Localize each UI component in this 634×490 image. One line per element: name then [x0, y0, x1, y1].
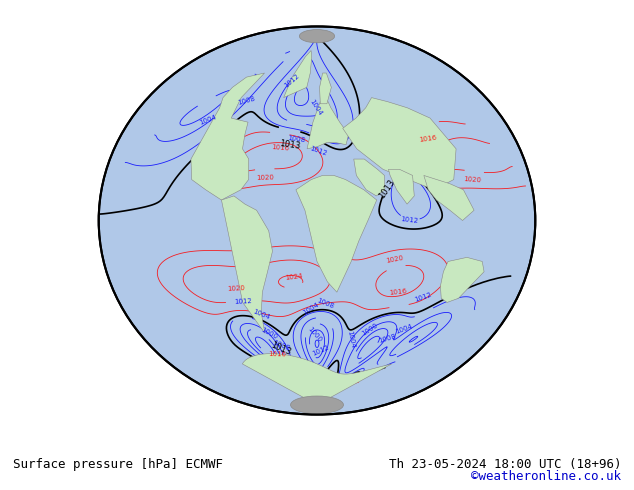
- Polygon shape: [191, 73, 264, 200]
- Polygon shape: [296, 175, 377, 292]
- Text: 1000: 1000: [260, 326, 279, 340]
- Text: 1016: 1016: [389, 288, 408, 296]
- Text: 1008: 1008: [316, 297, 335, 309]
- Text: 1012: 1012: [234, 298, 252, 305]
- Text: 1020: 1020: [228, 285, 245, 292]
- Text: ©weatheronline.co.uk: ©weatheronline.co.uk: [471, 469, 621, 483]
- Text: 1016: 1016: [268, 351, 286, 357]
- Text: 1013: 1013: [269, 341, 293, 357]
- Text: 1020: 1020: [463, 176, 482, 183]
- Text: 1004: 1004: [346, 330, 356, 349]
- Polygon shape: [283, 50, 312, 98]
- Text: 1012: 1012: [283, 73, 301, 89]
- Polygon shape: [343, 98, 456, 190]
- Ellipse shape: [290, 396, 344, 414]
- Text: 1013: 1013: [279, 139, 301, 150]
- Text: 1012: 1012: [311, 344, 330, 357]
- Text: 1016: 1016: [419, 135, 437, 144]
- Polygon shape: [307, 98, 349, 149]
- Text: 1004: 1004: [301, 302, 320, 316]
- Ellipse shape: [299, 29, 335, 43]
- Ellipse shape: [99, 26, 535, 415]
- Text: 1004: 1004: [395, 322, 414, 335]
- Text: 1013: 1013: [377, 177, 397, 200]
- Text: 1004: 1004: [198, 114, 217, 126]
- Text: 1008: 1008: [287, 135, 306, 143]
- Polygon shape: [320, 73, 332, 104]
- Text: 1008: 1008: [271, 339, 290, 351]
- Text: 1008: 1008: [236, 96, 256, 106]
- Polygon shape: [389, 170, 414, 204]
- Polygon shape: [221, 196, 273, 333]
- Polygon shape: [354, 159, 385, 196]
- Text: 1012: 1012: [400, 216, 418, 224]
- Text: 1000: 1000: [306, 325, 323, 343]
- Polygon shape: [441, 257, 484, 302]
- Polygon shape: [242, 354, 392, 405]
- Text: 1016: 1016: [271, 144, 289, 151]
- Text: 1020: 1020: [386, 255, 404, 264]
- Text: Surface pressure [hPa] ECMWF: Surface pressure [hPa] ECMWF: [13, 458, 223, 471]
- Text: 1004: 1004: [308, 98, 323, 117]
- Text: 1000: 1000: [361, 322, 379, 337]
- Text: 1012: 1012: [309, 145, 328, 157]
- Text: Th 23-05-2024 18:00 UTC (18+96): Th 23-05-2024 18:00 UTC (18+96): [389, 458, 621, 471]
- Text: 1004: 1004: [252, 308, 271, 320]
- Text: 1024: 1024: [285, 273, 304, 281]
- Text: 1008: 1008: [378, 333, 396, 343]
- Text: 1012: 1012: [413, 292, 432, 303]
- Text: 1020: 1020: [256, 174, 275, 181]
- Polygon shape: [424, 175, 474, 220]
